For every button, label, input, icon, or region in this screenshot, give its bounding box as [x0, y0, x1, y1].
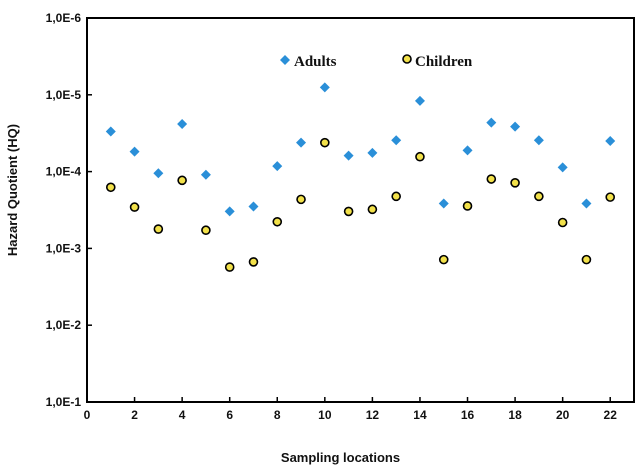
x-tick-label: 16: [461, 408, 475, 422]
legend-item-adults: Adults: [280, 54, 337, 70]
point-adults: [533, 135, 544, 146]
x-tick-label: 20: [556, 408, 570, 422]
x-tick-label: 8: [274, 408, 281, 422]
point-adults: [153, 168, 164, 179]
point-children: [177, 175, 187, 186]
x-tick-label: 10: [318, 408, 332, 422]
legend-marker-children: [402, 54, 412, 64]
plot-frame: [86, 17, 635, 403]
point-adults: [177, 119, 188, 130]
x-tick-label: 0: [84, 408, 91, 422]
point-adults: [272, 161, 283, 172]
point-children: [605, 192, 616, 202]
point-adults: [200, 169, 211, 180]
point-children: [462, 201, 473, 211]
plot-area: [86, 17, 635, 403]
point-children: [272, 216, 283, 227]
x-tick-label: 6: [226, 408, 233, 422]
point-adults: [414, 95, 425, 106]
y-axis-title: Hazard Quotient (HQ): [5, 124, 20, 256]
point-adults: [605, 136, 616, 147]
point-children: [129, 202, 140, 212]
point-adults: [129, 146, 140, 157]
y-tick-label: 1,0E-6: [46, 11, 82, 25]
point-children: [510, 178, 520, 188]
y-tick-label: 1,0E-2: [46, 318, 82, 332]
legend-label-adults: Adults: [294, 54, 337, 70]
point-adults: [343, 150, 354, 161]
point-children: [438, 254, 449, 265]
point-children: [153, 224, 164, 234]
point-adults: [391, 135, 402, 146]
legend-label-children: Children: [415, 54, 473, 70]
legend-item-children: Children: [402, 54, 473, 70]
x-tick-label: 4: [179, 408, 186, 422]
y-tick-label: 1,0E-5: [46, 88, 82, 102]
point-children: [248, 257, 259, 267]
point-children: [534, 191, 544, 202]
point-adults: [462, 145, 473, 156]
point-children: [320, 137, 330, 148]
legend: Adults Children: [280, 54, 473, 70]
x-axis-title: Sampling locations: [281, 450, 400, 465]
y-tick-label: 1,0E-4: [46, 165, 82, 179]
point-adults: [319, 82, 330, 93]
point-children: [224, 262, 235, 272]
point-adults: [438, 198, 449, 209]
point-children: [391, 191, 401, 202]
point-adults: [248, 201, 259, 212]
point-adults: [581, 198, 592, 209]
x-tick-label: 14: [413, 408, 427, 422]
point-adults: [510, 121, 521, 132]
point-adults: [557, 162, 568, 173]
point-adults: [296, 137, 307, 148]
data-points: [105, 82, 616, 272]
point-children: [486, 174, 497, 184]
point-adults: [486, 117, 497, 128]
y-tick-label: 1,0E-1: [46, 395, 82, 409]
point-children: [415, 151, 425, 162]
point-children: [581, 254, 592, 265]
point-children: [201, 225, 211, 236]
x-tick-label: 22: [604, 408, 618, 422]
axis-ticks: 0 2 4 6 8 10 12 14 16 18 20 22 1,0E-6 1,0E-5 1,0E-4 1,0…: [46, 11, 618, 422]
legend-marker-adults: [280, 55, 290, 65]
point-adults: [105, 126, 116, 137]
point-children: [296, 194, 306, 205]
point-children: [105, 182, 116, 193]
point-children: [343, 206, 354, 217]
x-tick-label: 18: [508, 408, 522, 422]
point-children: [557, 217, 568, 228]
point-adults: [224, 206, 235, 217]
y-tick-label: 1,0E-3: [46, 241, 82, 255]
x-tick-label: 12: [366, 408, 380, 422]
point-adults: [367, 147, 378, 158]
x-tick-label: 2: [131, 408, 138, 422]
point-children: [367, 204, 378, 215]
